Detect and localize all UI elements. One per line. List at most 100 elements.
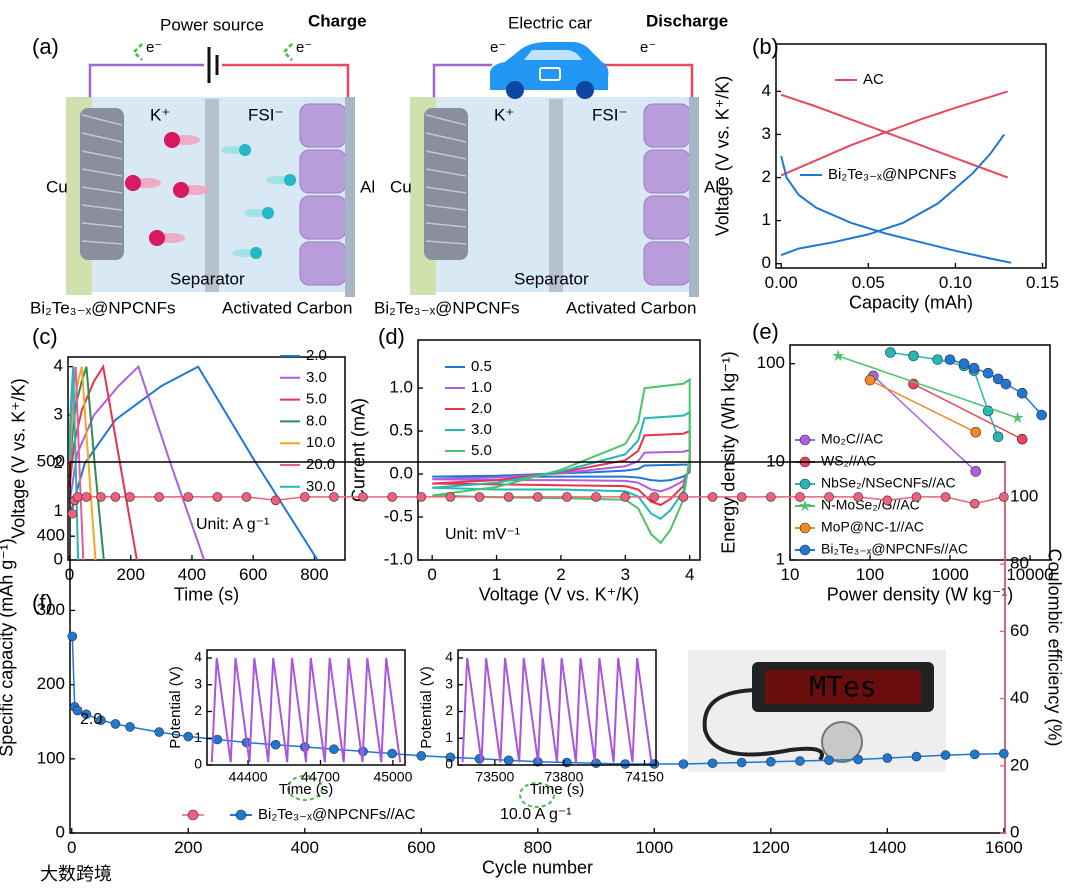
ion-label: FSI⁻ [592,105,627,124]
panel-letter: (c) [32,324,58,349]
highlight [287,775,323,801]
y-tick-label: 3 [54,404,63,423]
anode-fibers [424,108,468,260]
cathode-label: Activated Carbon [566,298,696,317]
series-line [780,90,1009,179]
y2-tick-label: 0 [1010,822,1019,841]
series-line [837,355,1018,419]
point [620,759,630,769]
point [853,754,863,765]
cable [702,688,824,762]
x-tick-label: 10 [781,565,800,584]
point [882,495,893,506]
series-line [913,383,1023,440]
panel-letter: (a) [32,34,59,59]
legend-label: 8.0 [306,412,327,429]
point [970,426,982,438]
series-line [68,366,105,561]
point [591,758,601,769]
star-marker [798,499,812,512]
anode-label: Bi₂Te₃₋ₓ@NPCNFs [30,298,175,317]
legend-label: NbSe₂/NSeCNFs//AC [821,475,956,491]
separator [205,99,219,292]
point [416,751,427,761]
point [270,739,281,750]
aluminium-foil [345,97,355,297]
x-axis-label: Time (s) [279,781,333,798]
fiber [425,132,467,143]
fiber [425,240,467,245]
legend-label: AC [863,71,884,88]
fiber [81,168,123,177]
x-tick-label: 600 [239,565,267,584]
point [958,358,970,369]
point [999,748,1009,759]
series-line [68,365,319,561]
point [96,492,106,502]
point [503,755,514,766]
x-tick-label: 4 [685,565,694,584]
fiber [81,204,123,211]
point [503,492,514,502]
y-tick-label: 1 [776,549,785,568]
x-axis-label: Time (s) [530,781,584,798]
car-wheel [506,81,524,99]
point [72,705,83,716]
y-tick-label: 3 [445,675,453,691]
y2-tick-label: 40 [1010,688,1029,707]
y-axis-label: Potential (V) [418,666,435,749]
y-axis-label: Specific capacity (mAh g⁻¹) [0,538,16,757]
point [183,492,194,502]
point [853,492,863,502]
series-line [210,657,402,763]
car-battery [539,67,561,81]
legend-label: 1.0 [471,379,492,396]
series-line [872,375,977,472]
legend-label: 2.0 [306,347,327,364]
led-text: MTes [809,670,876,703]
x-tick-label: 44400 [229,768,268,784]
legend-label: 3.0 [306,369,327,386]
point [125,722,135,732]
ion-trail [221,146,245,154]
electron-label: e⁻ [490,39,506,56]
point [911,492,922,502]
point [620,492,630,502]
x-tick-label: 73800 [544,768,583,784]
point [154,727,164,737]
point [532,492,543,502]
point [212,492,223,502]
fiber [81,150,123,160]
point [187,809,199,821]
y2-tick-label: 80 [1010,554,1029,573]
y-tick-label: 10 [766,451,785,470]
y-tick-label: 0.5 [389,421,413,440]
y-tick-label: -1.0 [384,549,413,568]
legend-label: Mo₂C//AC [821,431,883,447]
carbon-block [643,241,691,286]
point [387,492,397,502]
x-tick-label: 800 [524,838,552,857]
x-axis-label: Power density (W kg⁻¹) [827,584,1014,604]
y-tick-label: 0 [54,549,63,568]
point [940,750,951,760]
legend-label: WS₂//AC [821,453,876,469]
y-tick-label: 4 [54,356,63,375]
point [940,492,951,502]
y-tick-label: 1 [54,501,63,520]
point [81,709,92,720]
carbon-block [643,149,691,194]
legend-label: Bi₂Te₃₋ₓ@NPCNFs [828,166,956,183]
carbon-block [643,195,691,240]
collector-label: Al [704,177,719,196]
point [882,753,893,763]
point [1016,387,1028,399]
separator-label: Separator [514,269,589,288]
electron-arrow [282,43,293,61]
point [125,492,135,502]
y2-axis-label: Coulombic efficiency (%) [1044,549,1064,747]
collector-label: Cu [46,177,68,196]
fiber [81,240,123,245]
point [969,498,980,509]
